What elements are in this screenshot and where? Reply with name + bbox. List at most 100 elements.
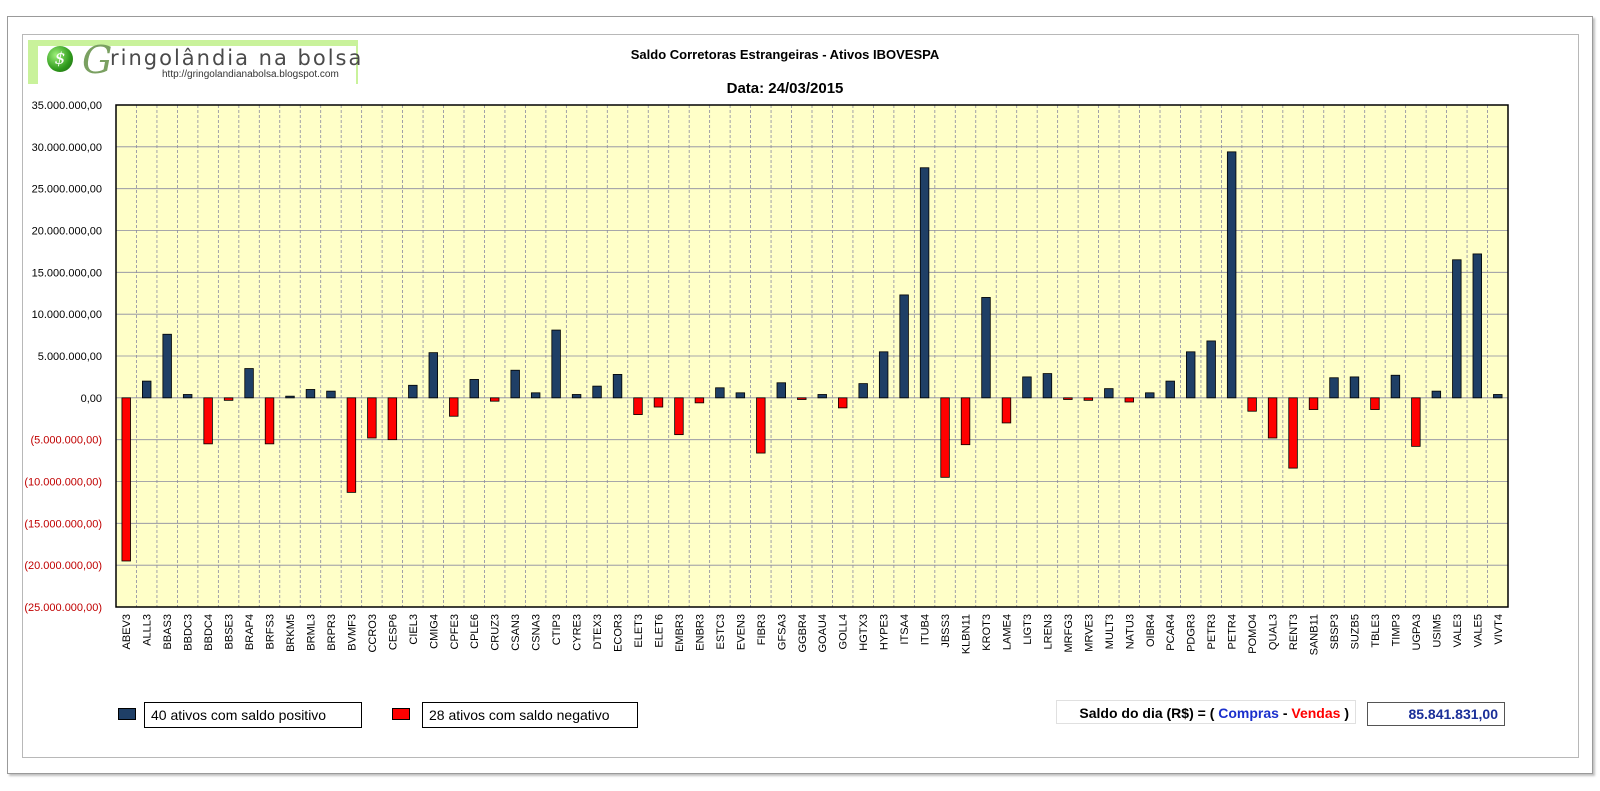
bar-ligt3 (1022, 376, 1032, 399)
x-tick-label: PDGR3 (1186, 614, 1198, 652)
x-tick-label: BBAS3 (162, 614, 174, 649)
logo-title: ringolândia na bolsa (110, 46, 364, 70)
x-tick-label: VALE3 (1452, 614, 1464, 647)
x-tick-label: ITUB4 (920, 614, 932, 645)
x-tick-label: MRFG3 (1063, 614, 1075, 653)
legend-positive-label: 40 ativos com saldo positivo (144, 702, 362, 728)
bar-fibr3 (756, 397, 766, 454)
bar-vale5 (1472, 253, 1482, 399)
bar-goau4 (817, 394, 827, 399)
x-tick-label: GOLL4 (838, 614, 850, 649)
x-tick-label: BRPR3 (326, 614, 338, 651)
y-tick-label: (5.000.000,00) (30, 435, 102, 447)
x-tick-label: GGBR4 (797, 614, 809, 653)
y-tick-label: 15.000.000,00 (32, 267, 102, 279)
y-tick-label: 0,00 (81, 393, 102, 405)
x-tick-label: OIBR4 (1145, 614, 1157, 647)
bar-hgtx3 (858, 383, 868, 399)
bar-timp3 (1390, 374, 1401, 399)
bar-bbse3 (223, 397, 234, 401)
bar-ugpa3 (1411, 397, 1421, 447)
bar-alll3 (142, 380, 152, 399)
y-tick-label: 5.000.000,00 (38, 351, 102, 363)
bar-usim5 (1431, 390, 1442, 399)
x-tick-label: HYPE3 (879, 614, 891, 650)
bar-bbas3 (162, 333, 172, 399)
x-tick-label: EMBR3 (674, 614, 686, 652)
bar-sanb11 (1308, 397, 1319, 410)
saldo-vendas: Vendas (1291, 705, 1341, 721)
bar-lren3 (1042, 373, 1053, 399)
bar-gfsa3 (776, 382, 786, 399)
x-tick-label: ABEV3 (121, 614, 133, 649)
saldo-label: Saldo do dia (R$) = ( Compras - Vendas ) (1056, 700, 1356, 724)
x-tick-label: ELET3 (633, 614, 645, 648)
x-tick-label: CMIG4 (428, 614, 440, 649)
x-tick-label: ECOR3 (613, 614, 625, 652)
x-tick-label: CSAN3 (510, 614, 522, 651)
bar-rent3 (1288, 397, 1298, 469)
x-tick-label: EVEN3 (735, 614, 747, 650)
legend-negative-swatch (392, 708, 410, 720)
x-tick-label: LIGT3 (1022, 614, 1034, 645)
x-tick-label: BBDC4 (203, 614, 215, 651)
bar-csan3 (510, 369, 520, 399)
x-tick-label: ALLL3 (142, 614, 154, 646)
y-tick-label: 25.000.000,00 (32, 184, 102, 196)
bar-dtex3 (592, 385, 602, 399)
bar-abev3 (121, 397, 131, 562)
x-tick-label: BBSE3 (224, 614, 236, 649)
bar-sbsp3 (1329, 377, 1339, 399)
x-tick-label: MULT3 (1104, 614, 1116, 649)
x-tick-label: CPFE3 (449, 614, 461, 649)
logo-banner (28, 40, 358, 84)
x-tick-label: CPLE6 (469, 614, 481, 649)
logo-coin-icon: $ (47, 46, 73, 72)
bar-brpr3 (326, 390, 336, 399)
x-tick-label: ITSA4 (899, 614, 911, 645)
saldo-compras: Compras (1218, 705, 1279, 721)
x-tick-label: VALE5 (1472, 614, 1484, 647)
bar-pdgr3 (1186, 351, 1196, 399)
x-tick-label: JBSS3 (940, 614, 952, 648)
bar-goll4 (838, 397, 848, 409)
x-tick-label: ESTC3 (715, 614, 727, 649)
bar-hype3 (878, 351, 889, 399)
y-tick-label: 30.000.000,00 (32, 142, 102, 154)
logo-url: http://gringolandianabolsa.blogspot.com (162, 69, 339, 80)
y-tick-label: (15.000.000,00) (24, 518, 102, 530)
x-tick-label: POMO4 (1247, 614, 1259, 654)
x-tick-label: USIM5 (1431, 614, 1443, 648)
bar-ggbr4 (797, 397, 807, 400)
y-tick-label: 20.000.000,00 (32, 226, 102, 238)
bar-cruz3 (490, 397, 500, 402)
bar-even3 (735, 392, 746, 399)
bar-natu3 (1124, 397, 1134, 403)
legend-negative-label: 28 ativos com saldo negativo (422, 702, 638, 728)
bar-suzb5 (1349, 376, 1360, 399)
x-tick-label: GOAU4 (817, 614, 829, 653)
bar-cple6 (469, 379, 479, 399)
x-tick-label: CTIP3 (551, 614, 563, 645)
bar-petr3 (1206, 340, 1216, 399)
bar-bvmf3 (346, 397, 357, 493)
bar-brfs3 (264, 397, 275, 445)
bar-ctip3 (551, 329, 561, 399)
x-tick-label: BRKM5 (285, 614, 297, 652)
logo-initial: G (82, 38, 113, 82)
x-tick-label: BRML3 (305, 614, 317, 651)
x-tick-label: CRUZ3 (490, 614, 502, 651)
x-tick-label: CYRE3 (572, 614, 584, 651)
x-tick-label: PETR3 (1206, 614, 1218, 649)
x-tick-label: UGPA3 (1411, 614, 1423, 650)
bar-elet6 (653, 397, 664, 408)
bar-jbss3 (940, 397, 950, 478)
bar-mult3 (1104, 388, 1114, 399)
bar-embr3 (674, 397, 684, 436)
bar-krot3 (981, 297, 991, 399)
x-tick-label: ELET6 (653, 614, 665, 648)
y-tick-label: 10.000.000,00 (32, 309, 102, 321)
bar-ecor3 (612, 374, 623, 399)
x-tick-label: FIBR3 (756, 614, 768, 645)
bar-ccro3 (367, 397, 377, 439)
